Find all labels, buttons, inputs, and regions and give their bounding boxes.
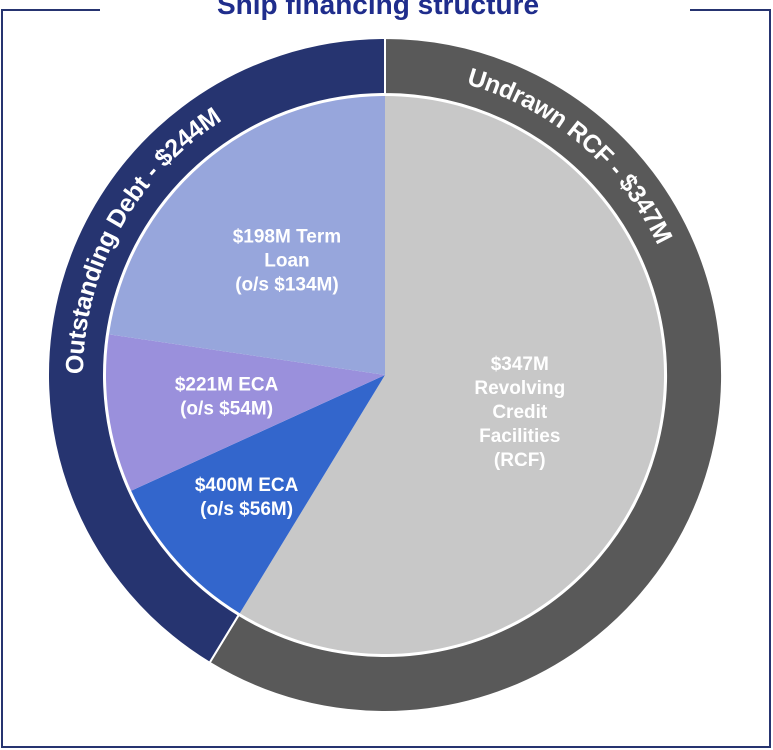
title-background [100, 0, 690, 22]
pie-slice [131, 375, 385, 614]
chart-title: Ship financing structure [217, 0, 539, 20]
pie-slice [239, 96, 664, 655]
slice-label: (o/s $134M) [235, 274, 338, 295]
slice-label: Loan [264, 250, 309, 271]
slice-label: $198M Term [233, 226, 341, 247]
slice-label: Credit [492, 402, 548, 423]
slice-label: $400M ECA [195, 475, 299, 496]
outer-segment [47, 36, 386, 665]
pie-slice [106, 334, 385, 491]
slice-label: Revolving [474, 378, 565, 399]
slice-label: Facilities [479, 426, 560, 447]
slice-label: $221M ECA [175, 374, 279, 395]
slice-label: (o/s $56M) [200, 499, 293, 520]
slice-label: $347M [491, 354, 549, 375]
pie-slice [108, 96, 385, 375]
slice-label: (RCF) [494, 450, 546, 471]
slice-label: (o/s $54M) [180, 398, 273, 419]
outer-segment [208, 36, 723, 713]
